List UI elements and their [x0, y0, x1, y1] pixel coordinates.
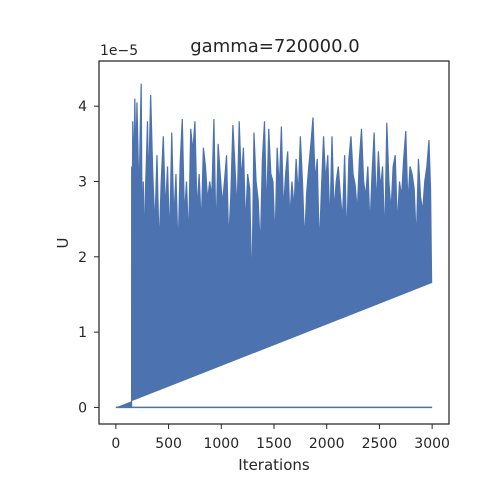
y-axis-offset-label: 1e−5: [100, 43, 138, 59]
chart-title: gamma=720000.0: [190, 36, 360, 57]
plot-area: [115, 83, 433, 409]
y-tick-label: 3: [78, 174, 87, 190]
x-tick-label: 500: [155, 436, 182, 452]
x-tick-label: 1000: [203, 436, 239, 452]
y-axis-label: U: [54, 238, 72, 249]
y-tick-label: 2: [78, 250, 87, 266]
y-axis-ticks: 0 1 2 3 4: [78, 99, 99, 416]
x-tick-label: 2000: [309, 436, 345, 452]
x-tick-label: 3000: [414, 436, 450, 452]
x-axis-ticks: 0 500 1000 1500 2000 2500 3000: [111, 424, 450, 452]
y-tick-label: 1: [78, 325, 87, 341]
plot-frame: [98, 60, 450, 425]
x-axis-label: Iterations: [238, 456, 310, 474]
series-line-u: [115, 83, 433, 409]
x-tick-label: 1500: [256, 436, 292, 452]
x-tick-label: 2500: [362, 436, 398, 452]
x-tick-label: 0: [111, 436, 120, 452]
y-tick-label: 4: [78, 99, 87, 115]
y-tick-label: 0: [78, 400, 87, 416]
